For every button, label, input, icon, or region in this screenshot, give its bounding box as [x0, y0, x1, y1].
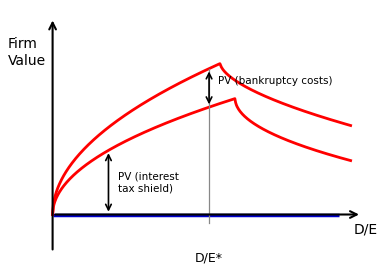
Text: PV (interest
tax shield): PV (interest tax shield): [118, 172, 179, 193]
Text: PV (bankruptcy costs): PV (bankruptcy costs): [218, 76, 333, 86]
Text: D/E*: D/E*: [195, 251, 223, 264]
Text: Firm
Value: Firm Value: [8, 36, 46, 68]
Text: D/E: D/E: [353, 223, 377, 237]
